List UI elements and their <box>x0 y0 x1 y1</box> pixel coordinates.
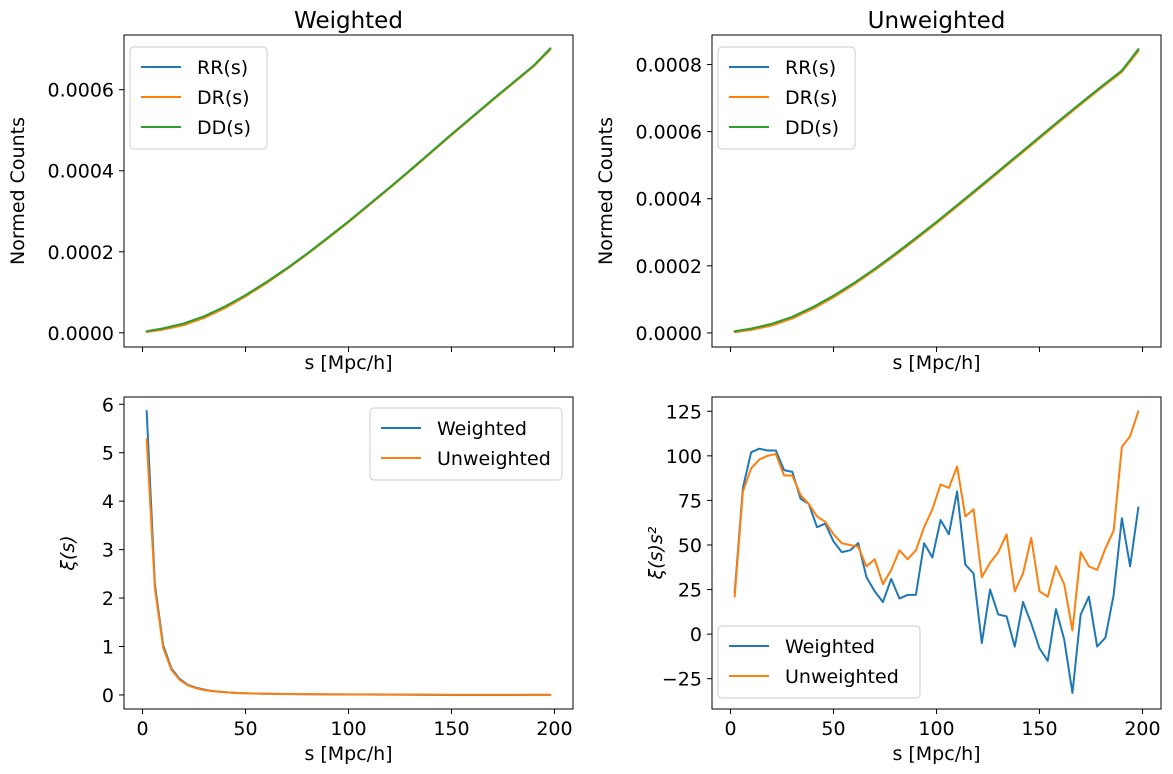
x-tick-label: 100 <box>918 718 954 740</box>
series-group <box>145 410 552 696</box>
y-tick-label: 0.0006 <box>48 80 114 102</box>
legend: RR(s) DR(s) DD(s) <box>717 46 856 150</box>
subplot-3: 0 50 100 150 200 0 1 2 3 4 5 6 s [Mpc/h] ξ(s) Weighted… <box>57 394 574 765</box>
y-tick-label: 0.0000 <box>48 323 114 345</box>
series-line-unweighted <box>145 438 552 696</box>
y-tick-label: −25 <box>662 669 702 691</box>
y-tick-label: 0.0006 <box>636 122 702 144</box>
legend: Weighted Unweighted <box>717 625 921 699</box>
y-tick-label: 2 <box>102 588 114 610</box>
x-tick-label: 50 <box>821 718 845 740</box>
legend-label: RR(s) <box>785 57 836 79</box>
y-tick-label: 1 <box>102 637 114 659</box>
y-axis-label: Normed Counts <box>595 117 617 265</box>
y-tick-label: 0.0002 <box>48 242 114 264</box>
legend-label: DD(s) <box>785 117 839 139</box>
y-tick-label: 0 <box>690 624 702 646</box>
legend-label: Weighted <box>437 418 527 440</box>
subplot-1: 0.0000 0.0002 0.0004 0.0006 s [Mpc/h] Normed … <box>7 8 574 374</box>
y-tick-label: 0.0004 <box>636 189 702 211</box>
x-tick-label: 200 <box>536 718 572 740</box>
legend-label: Unweighted <box>437 448 551 470</box>
x-axis-label: s [Mpc/h] <box>892 352 980 374</box>
series-line-dr-s- <box>733 50 1140 334</box>
series-group <box>145 47 552 334</box>
y-tick-label: 25 <box>678 580 702 602</box>
legend-box <box>369 407 563 481</box>
subplot-4: 0 50 100 150 200 −25 0 25 50 75 100 125 s [Mpc/h] ξ(s… <box>645 396 1162 765</box>
x-tick-label: 0 <box>136 718 148 740</box>
y-tick-label: 0 <box>102 685 114 707</box>
x-axis-label: s [Mpc/h] <box>304 352 392 374</box>
x-axis-label: s [Mpc/h] <box>892 743 980 765</box>
series-line-weighted <box>733 447 1140 694</box>
series-line-dd-s- <box>733 48 1140 333</box>
y-axis-label: Normed Counts <box>7 117 29 265</box>
legend-label: RR(s) <box>197 57 248 79</box>
y-tick-label: 6 <box>102 394 114 416</box>
y-axis-label: ξ(s) <box>57 535 79 571</box>
series-group <box>733 410 1140 694</box>
subplot-2: 0.0000 0.0002 0.0004 0.0006 0.0008 s [Mpc/h] N… <box>595 8 1162 374</box>
y-tick-label: 3 <box>102 540 114 562</box>
y-tick-label: 100 <box>666 446 702 468</box>
legend-box <box>717 625 921 699</box>
y-tick-label: 0.0004 <box>48 161 114 183</box>
y-axis-label: ξ(s)s² <box>645 526 667 580</box>
legend: Weighted Unweighted <box>369 407 563 481</box>
legend: RR(s) DR(s) DD(s) <box>129 46 268 150</box>
legend-box <box>717 46 856 150</box>
y-tick-label: 0.0008 <box>636 55 702 77</box>
legend-box <box>129 46 268 150</box>
chart-title: Unweighted <box>868 8 1006 34</box>
y-tick-label: 0.0000 <box>636 323 702 345</box>
legend-label: DR(s) <box>197 87 250 109</box>
y-tick-label: 4 <box>102 491 114 513</box>
series-group <box>733 48 1140 334</box>
legend-label: DR(s) <box>785 87 838 109</box>
y-tick-label: 125 <box>666 401 702 423</box>
series-line-unweighted <box>733 410 1140 632</box>
legend-label: Weighted <box>785 636 875 658</box>
x-tick-label: 100 <box>330 718 366 740</box>
y-tick-label: 50 <box>678 535 702 557</box>
y-tick-label: 0.0002 <box>636 256 702 278</box>
x-tick-label: 0 <box>724 718 736 740</box>
x-tick-label: 150 <box>433 718 469 740</box>
legend-label: DD(s) <box>197 117 251 139</box>
x-tick-label: 50 <box>233 718 257 740</box>
y-tick-label: 5 <box>102 443 114 465</box>
y-tick-label: 75 <box>678 490 702 512</box>
chart-title: Weighted <box>294 8 403 34</box>
series-line-dd-s- <box>145 47 552 333</box>
x-axis-label: s [Mpc/h] <box>304 743 392 765</box>
x-tick-label: 200 <box>1124 718 1160 740</box>
x-tick-label: 150 <box>1021 718 1057 740</box>
legend-label: Unweighted <box>785 666 899 688</box>
